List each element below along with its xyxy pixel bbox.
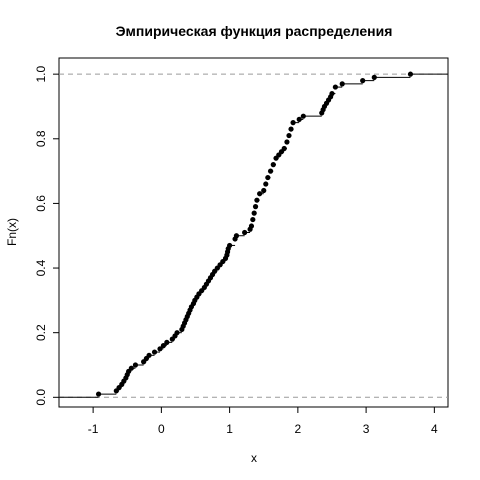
ecdf-point: [157, 346, 163, 352]
y-tick-label: 0.4: [34, 259, 48, 276]
x-axis-label: x: [251, 451, 257, 465]
ecdf-point: [257, 191, 263, 197]
x-tick-label: 3: [363, 422, 370, 436]
y-tick-label: 1.0: [34, 65, 48, 82]
y-tick-label: 0.2: [34, 324, 48, 341]
ecdf-point: [233, 233, 240, 239]
ecdf-point: [290, 120, 296, 126]
ecdf-point: [267, 168, 274, 174]
axis-ticks: -1 0 1 2 3 4 0.0 0.2 0.4 0.6 0.8 1.0: [34, 65, 438, 436]
ecdf-point: [263, 181, 269, 187]
ecdf-point: [128, 365, 134, 371]
ecdf-point: [242, 229, 248, 236]
ecdf-point: [151, 349, 158, 355]
y-tick-label: 0.6: [34, 195, 48, 212]
ecdf-point: [296, 116, 302, 122]
ecdf-point: [95, 391, 102, 397]
y-tick-label: 0.8: [34, 130, 48, 147]
ecdf-point: [300, 113, 306, 119]
x-tick-label: 0: [158, 422, 165, 436]
plot-frame: [58, 57, 449, 408]
ecdf-point: [250, 216, 256, 223]
ecdf-point: [332, 84, 338, 90]
ecdf-point: [146, 352, 152, 358]
ecdf-point: [227, 242, 233, 249]
ecdf-point: [288, 126, 294, 132]
x-tick-label: 1: [226, 422, 233, 436]
ecdf-point: [132, 362, 139, 368]
y-tick-label: 0.0: [34, 389, 48, 406]
ecdf-point: [339, 81, 345, 87]
ecdf-point: [251, 210, 257, 216]
ecdf-point: [160, 343, 167, 349]
chart-title: Эмпирическая функция распределения: [116, 23, 393, 39]
ecdf-point: [407, 71, 414, 77]
ecdf-point: [281, 145, 287, 152]
ecdf-point: [284, 139, 290, 145]
ecdf-point: [270, 162, 276, 168]
ecdf-point: [254, 197, 260, 203]
y-axis-label: Fn(x): [5, 218, 19, 246]
x-tick-label: -1: [88, 422, 99, 436]
ecdf-point: [248, 223, 255, 229]
plot-area: [58, 57, 449, 408]
ecdf-point: [252, 204, 259, 210]
ecdf-point: [164, 339, 170, 345]
ecdf-point: [286, 132, 292, 139]
ecdf-point: [265, 174, 271, 181]
ecdf-point: [174, 330, 180, 336]
ecdf-point: [371, 74, 377, 80]
ecdf-point: [360, 78, 366, 84]
ecdf-point: [329, 90, 335, 97]
x-tick-label: 2: [295, 422, 302, 436]
ecdf-point: [261, 187, 267, 194]
x-tick-label: 4: [431, 422, 438, 436]
